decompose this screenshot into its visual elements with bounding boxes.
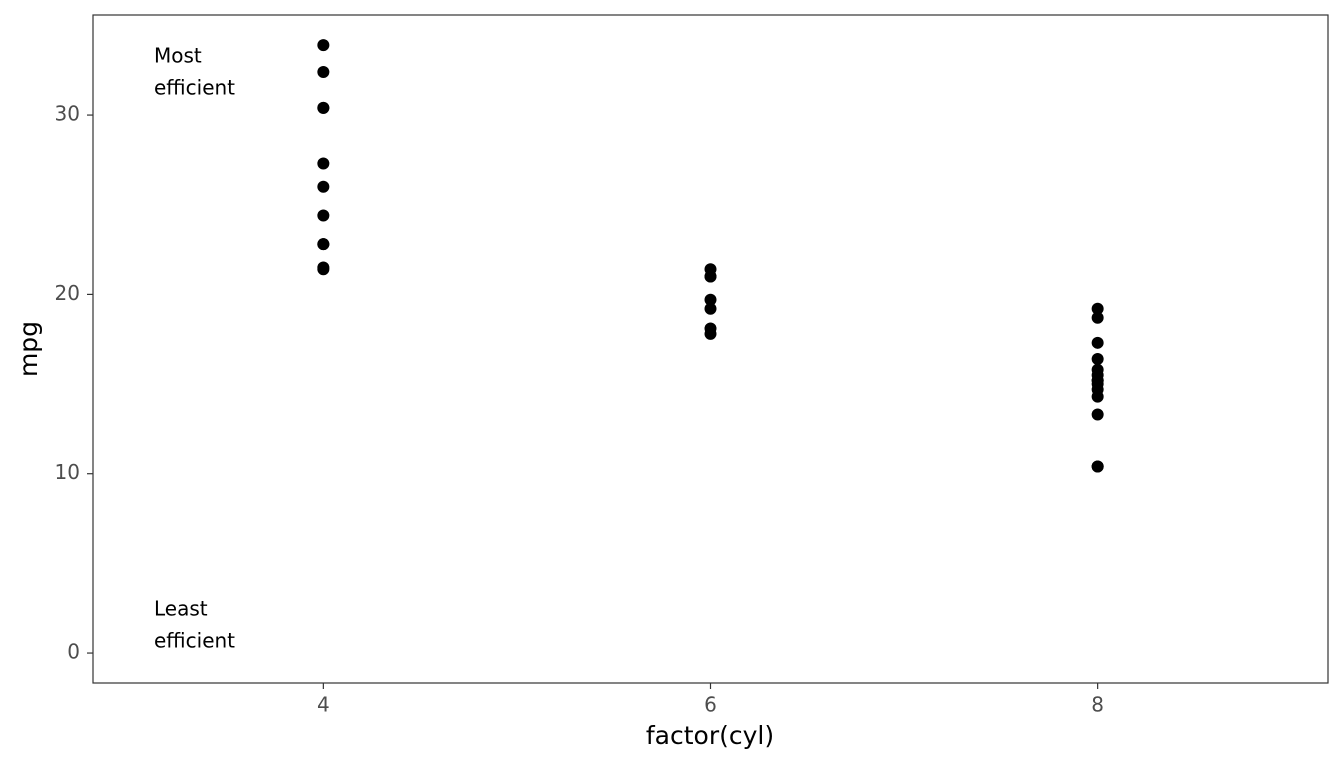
- x-tick-label: 4: [317, 693, 330, 717]
- point: [1091, 302, 1104, 315]
- annotation: Most: [154, 44, 202, 68]
- point: [317, 209, 330, 222]
- point: [317, 66, 330, 79]
- y-tick-label: 30: [55, 102, 80, 126]
- point: [704, 263, 717, 276]
- point: [317, 263, 330, 276]
- point: [317, 180, 330, 193]
- point: [1091, 336, 1104, 349]
- panel-border: [92, 14, 1329, 684]
- point: [317, 238, 330, 251]
- annotation: efficient: [154, 76, 235, 100]
- x-tick-label: 8: [1091, 693, 1104, 717]
- y-axis-title: mpg: [14, 321, 43, 377]
- point: [1091, 378, 1104, 391]
- annotation: efficient: [154, 629, 235, 653]
- point: [1091, 363, 1104, 376]
- point: [704, 302, 717, 315]
- point: [1091, 408, 1104, 421]
- annotation: Least: [154, 597, 208, 621]
- point: [1091, 352, 1104, 365]
- y-tick-label: 20: [55, 281, 80, 305]
- point: [1091, 311, 1104, 324]
- point: [317, 39, 330, 52]
- y-tick-label: 0: [67, 640, 80, 664]
- point: [317, 101, 330, 114]
- point: [704, 327, 717, 340]
- y-tick-label: 10: [55, 460, 80, 484]
- point: [317, 157, 330, 170]
- x-axis-title: factor(cyl): [646, 721, 774, 750]
- point: [704, 293, 717, 306]
- x-tick-label: 6: [704, 693, 717, 717]
- point: [1091, 460, 1104, 473]
